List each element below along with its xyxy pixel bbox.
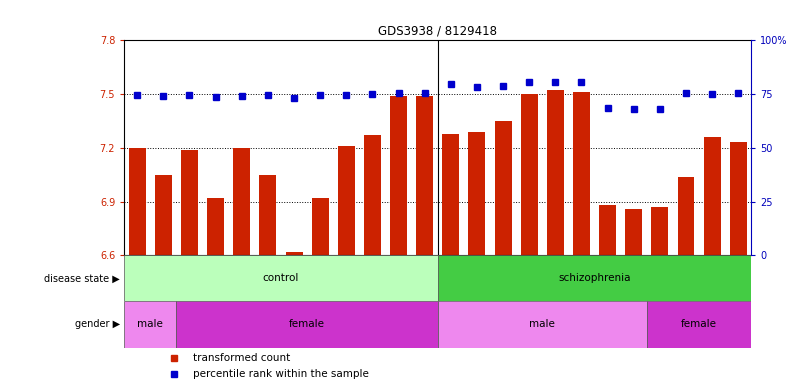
Bar	[646, 301, 751, 348]
Text: female: female	[681, 319, 717, 329]
Bar	[573, 92, 590, 255]
Bar	[678, 177, 694, 255]
Bar	[417, 96, 433, 255]
Bar	[442, 134, 459, 255]
Bar	[437, 255, 751, 301]
Bar	[703, 137, 721, 255]
Bar	[338, 146, 355, 255]
Text: percentile rank within the sample: percentile rank within the sample	[193, 369, 369, 379]
Title: GDS3938 / 8129418: GDS3938 / 8129418	[378, 25, 497, 38]
Bar	[207, 198, 224, 255]
Bar	[124, 301, 176, 348]
Bar	[181, 150, 198, 255]
Text: disease state ▶: disease state ▶	[44, 273, 120, 283]
Bar	[260, 175, 276, 255]
Text: transformed count: transformed count	[193, 353, 291, 363]
Text: male: male	[137, 319, 163, 329]
Bar	[124, 255, 437, 301]
Text: female: female	[289, 319, 325, 329]
Bar	[469, 132, 485, 255]
Bar	[651, 207, 668, 255]
Bar	[730, 142, 747, 255]
Bar	[626, 209, 642, 255]
Bar	[494, 121, 512, 255]
Bar	[390, 96, 407, 255]
Bar	[521, 94, 537, 255]
Text: male: male	[529, 319, 555, 329]
Bar	[364, 135, 381, 255]
Bar	[285, 252, 303, 255]
Text: schizophrenia: schizophrenia	[558, 273, 631, 283]
Bar	[233, 148, 250, 255]
Text: gender ▶: gender ▶	[75, 319, 120, 329]
Bar	[547, 91, 564, 255]
Bar	[437, 301, 646, 348]
Bar	[176, 301, 437, 348]
Bar	[155, 175, 172, 255]
Bar	[599, 205, 616, 255]
Bar	[312, 198, 328, 255]
Text: control: control	[263, 273, 299, 283]
Bar	[129, 148, 146, 255]
